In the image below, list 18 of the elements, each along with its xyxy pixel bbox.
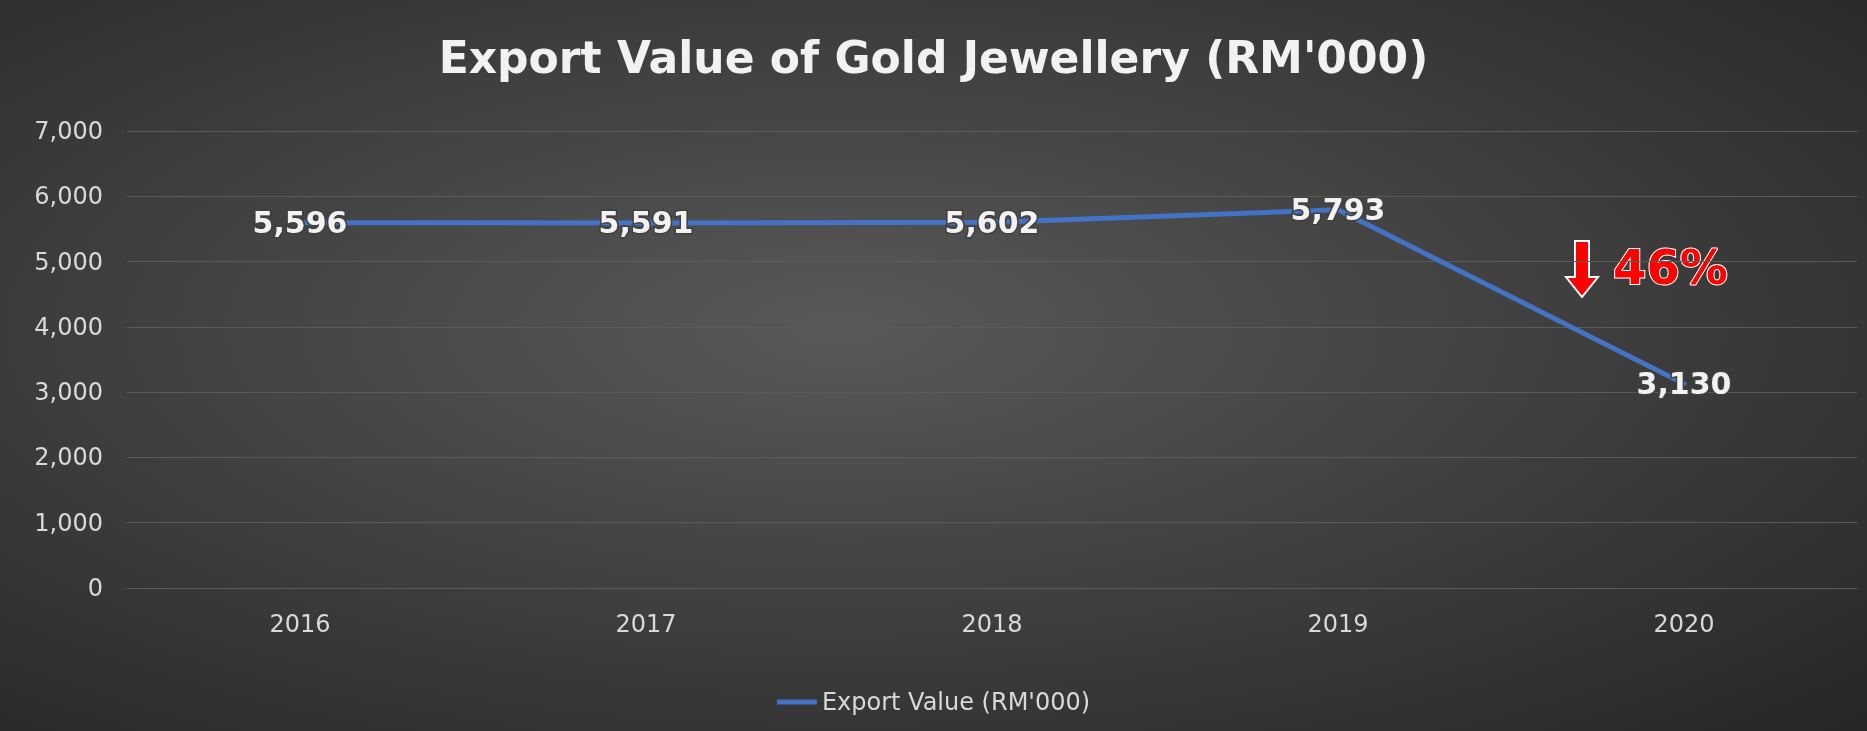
y-tick-label: 3,000 <box>34 378 103 407</box>
chart-title: Export Value of Gold Jewellery (RM'000) <box>438 31 1429 83</box>
y-tick-label: 7,000 <box>34 117 103 145</box>
x-tick-label: 2020 <box>1653 610 1715 638</box>
annotation: 46% <box>1613 239 1728 295</box>
y-tick-label: 1,000 <box>34 508 103 537</box>
y-tick-label: 6,000 <box>34 182 103 211</box>
legend-label: Export Value (RM'000) <box>821 688 1091 716</box>
data-label: 3,130 <box>1636 366 1732 402</box>
y-tick-label: 5,000 <box>34 247 103 276</box>
y-tick-label: 4,000 <box>34 312 103 341</box>
x-tick-label: 2016 <box>269 610 331 638</box>
data-label: 5,596 <box>252 205 348 241</box>
x-tick-label: 2017 <box>615 610 677 638</box>
x-tick-label: 2018 <box>961 610 1023 638</box>
y-tick-label: 0 <box>87 574 103 602</box>
x-tick-label: 2019 <box>1307 610 1369 638</box>
y-tick-label: 2,000 <box>34 443 103 472</box>
